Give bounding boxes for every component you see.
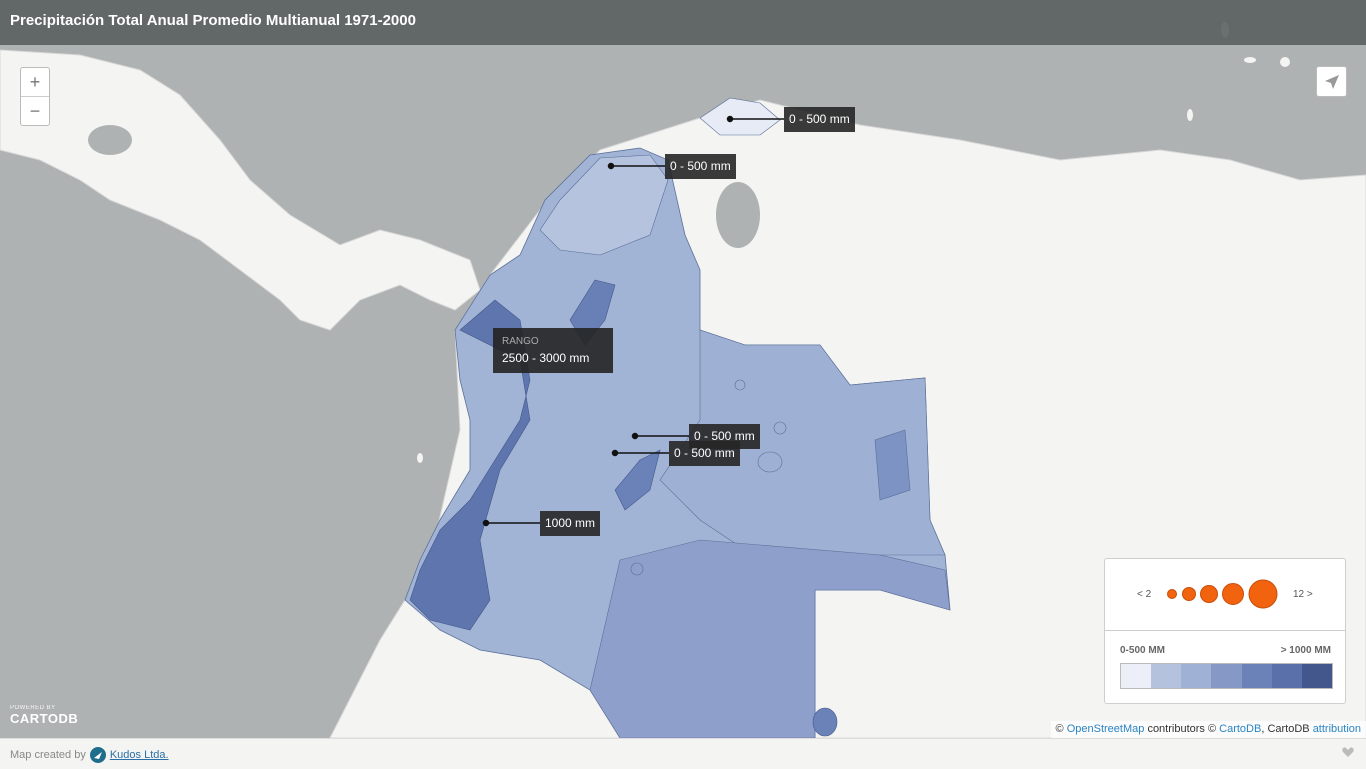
map-label: 0 - 500 mm bbox=[665, 154, 736, 179]
zoom-out-button[interactable]: − bbox=[29, 101, 41, 121]
zoom-in-button[interactable]: + bbox=[21, 68, 49, 97]
lake-maracaibo bbox=[716, 182, 760, 248]
map-label: 0 - 500 mm bbox=[784, 107, 855, 132]
legend-bubble-max: 12 > bbox=[1293, 589, 1313, 600]
powered-by-text: POWERED BY bbox=[10, 705, 56, 711]
map-attribution: © OpenStreetMap contributors © CartoDB, … bbox=[1050, 721, 1366, 738]
legend-color-ramp bbox=[1120, 663, 1333, 689]
label-leaders bbox=[482, 115, 784, 527]
legend-max-label: > 1000 MM bbox=[1280, 645, 1331, 656]
landmass-central-america bbox=[0, 49, 481, 331]
kudos-link[interactable]: Kudos Ltda. bbox=[109, 749, 169, 761]
cartodb-name: CARTODB bbox=[10, 711, 79, 726]
footer-bar: Map created by Kudos Ltda. bbox=[0, 738, 1366, 769]
tooltip-value: 2500 - 3000 mm bbox=[502, 351, 590, 365]
attribution-link[interactable]: attribution bbox=[1312, 723, 1361, 735]
cartodb-logo[interactable]: POWERED BY CARTODB bbox=[10, 705, 78, 726]
map-tooltip: RANGO 2500 - 3000 mm bbox=[493, 328, 613, 373]
legend-bubble-min: < 2 bbox=[1137, 589, 1152, 600]
kudos-logo-icon bbox=[89, 747, 106, 763]
footer-credit: Map created by Kudos Ltda. bbox=[10, 747, 169, 763]
tooltip-header: RANGO bbox=[502, 336, 539, 347]
cartodb-link[interactable]: CartoDB bbox=[1219, 723, 1262, 735]
osm-link[interactable]: OpenStreetMap bbox=[1066, 723, 1145, 735]
created-by-text: Map created by bbox=[10, 749, 86, 761]
title-bar: Precipitación Total Anual Promedio Multi… bbox=[0, 0, 1366, 45]
legend-min-label: 0-500 MM bbox=[1120, 645, 1166, 656]
legend-panel: < 2 12 > 0-500 MM > 1000 MM bbox=[1104, 558, 1346, 704]
map-label: 1000 mm bbox=[540, 511, 601, 536]
share-button[interactable] bbox=[1316, 66, 1347, 97]
map-label: 0 - 500 mm bbox=[669, 441, 740, 466]
paper-plane-icon bbox=[1324, 74, 1339, 89]
heart-icon[interactable] bbox=[1342, 746, 1354, 758]
zoom-control: + − bbox=[20, 67, 50, 126]
lake-nicaragua bbox=[88, 125, 132, 155]
map-title: Precipitación Total Anual Promedio Multi… bbox=[10, 12, 416, 29]
legend-bubbles bbox=[1167, 579, 1278, 609]
